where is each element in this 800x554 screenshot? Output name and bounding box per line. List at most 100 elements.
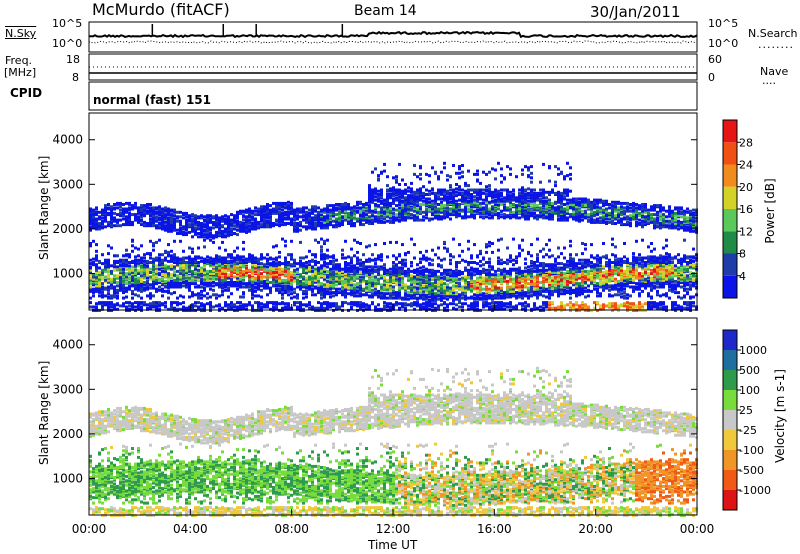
heatmap-cell (437, 269, 440, 273)
heatmap-cell (116, 291, 119, 295)
heatmap-cell (416, 175, 419, 179)
heatmap-cell (440, 276, 443, 280)
heatmap-cell (416, 291, 419, 295)
heatmap-cell (431, 217, 434, 221)
heatmap-cell (233, 305, 236, 309)
heatmap-cell (221, 293, 224, 297)
heatmap-cell (122, 279, 125, 283)
heatmap-cell (422, 210, 425, 214)
heatmap-cell (128, 287, 131, 291)
heatmap-cell (170, 264, 173, 268)
heatmap-cell (188, 276, 191, 280)
heatmap-cell (209, 272, 212, 276)
heatmap-cell (167, 274, 170, 278)
heatmap-cell (140, 223, 143, 227)
heatmap-cell (449, 258, 452, 262)
heatmap-cell (113, 203, 116, 206)
heatmap-cell (209, 269, 212, 273)
heatmap-cell (230, 218, 233, 222)
heatmap-cell (476, 169, 479, 173)
heatmap-cell (107, 252, 110, 256)
heatmap-cell (242, 258, 245, 262)
heatmap-cell (500, 237, 503, 241)
heatmap-cell (491, 294, 494, 298)
heatmap-cell (473, 195, 476, 199)
heatmap-cell (131, 278, 134, 282)
heatmap-cell (296, 305, 299, 309)
heatmap-cell (230, 264, 233, 268)
heatmap-cell (221, 283, 224, 287)
heatmap-cell (185, 279, 188, 283)
heatmap-cell (299, 228, 302, 232)
heatmap-cell (137, 281, 140, 284)
heatmap-cell (254, 285, 257, 289)
heatmap-cell (122, 271, 125, 274)
heatmap-cell (458, 277, 461, 281)
heatmap-cell (191, 247, 194, 251)
heatmap-cell (308, 249, 311, 253)
heatmap-cell (395, 216, 398, 220)
heatmap-cell (374, 243, 377, 247)
heatmap-cell (278, 201, 281, 205)
heatmap-cell (431, 191, 434, 195)
heatmap-cell (233, 265, 236, 269)
heatmap-cell (197, 220, 200, 224)
heatmap-cell (491, 167, 494, 171)
heatmap-cell (323, 215, 326, 219)
heatmap-cell (173, 219, 176, 223)
heatmap-cell (305, 206, 308, 210)
heatmap-cell (314, 222, 317, 225)
heatmap-cell (131, 268, 134, 272)
heatmap-cell (365, 213, 368, 217)
heatmap-cell (326, 287, 329, 291)
heatmap-cell (425, 193, 428, 196)
heatmap-cell (110, 305, 113, 309)
heatmap-cell (131, 289, 134, 293)
heatmap-cell (380, 170, 383, 174)
heatmap-cell (389, 302, 392, 306)
heatmap-cell (167, 218, 170, 222)
heatmap-cell (455, 194, 458, 198)
heatmap-cell (368, 294, 371, 298)
heatmap-cell (290, 263, 293, 267)
heatmap-cell (332, 263, 335, 267)
heatmap-cell (209, 256, 212, 260)
heatmap-cell (497, 273, 500, 277)
heatmap-cell (332, 302, 335, 306)
heatmap-cell (239, 301, 242, 305)
heatmap-cell (92, 208, 95, 212)
heatmap-cell (428, 197, 431, 201)
heatmap-cell (497, 259, 500, 263)
heatmap-cell (170, 304, 173, 308)
heatmap-cell (314, 259, 317, 263)
heatmap-cell (98, 301, 101, 305)
heatmap-cell (419, 203, 422, 206)
heatmap-cell (293, 268, 296, 272)
heatmap-cell (500, 191, 503, 195)
heatmap-cell (215, 214, 218, 218)
heatmap-cell (356, 294, 359, 298)
heatmap-cell (218, 218, 221, 222)
heatmap-cell (323, 261, 326, 264)
heatmap-cell (227, 255, 230, 259)
heatmap-cell (194, 255, 197, 259)
heatmap-cell (107, 267, 110, 271)
heatmap-cell (149, 302, 152, 306)
heatmap-cell (239, 279, 242, 283)
heatmap-cell (209, 295, 212, 299)
heatmap-cell (149, 267, 152, 271)
heatmap-cell (362, 203, 365, 206)
heatmap-cell (383, 162, 386, 166)
heatmap-cell (218, 271, 221, 274)
heatmap-cell (329, 291, 332, 295)
heatmap-cell (329, 302, 332, 306)
heatmap-cell (374, 215, 377, 219)
heatmap-cell (251, 263, 254, 267)
heatmap-cell (191, 269, 194, 273)
heatmap-cell (128, 284, 131, 288)
heatmap-cell (293, 291, 296, 295)
heatmap-cell (224, 227, 227, 231)
heatmap-cell (395, 196, 398, 200)
heatmap-cell (488, 261, 491, 264)
heatmap-cell (455, 183, 458, 186)
